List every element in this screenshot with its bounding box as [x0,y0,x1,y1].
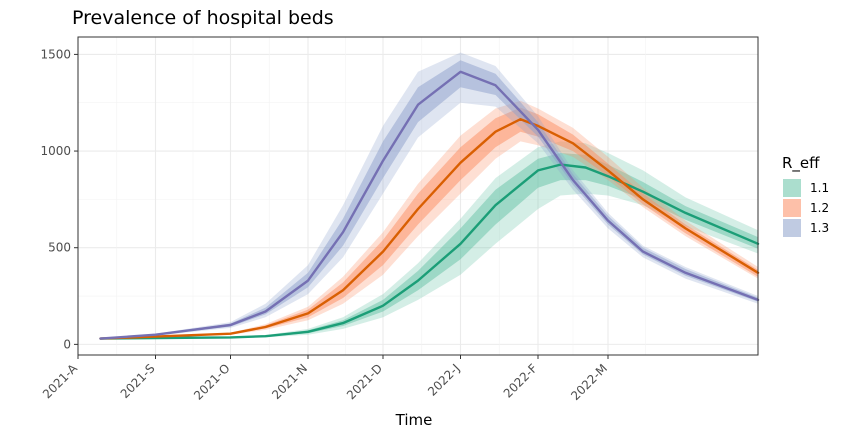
legend-label-1.1: 1.1 [810,181,829,195]
series-line-1.3 [99,70,760,340]
series-lines [99,70,760,340]
y-tick-label: 1000 [40,144,71,158]
band-outer-1.1 [100,141,758,339]
legend-key-1.3 [783,219,801,237]
y-tick-label: 500 [48,241,71,255]
legend-key-1.2 [783,199,801,217]
x-axis: 2021-A 2021-S 2021-O 2021-N 2021-D 2022-J 2022… [40,355,610,403]
x-tick-label: 2021-S [118,361,158,401]
x-tick-label: 2022-J [425,361,463,399]
plot-border [77,36,759,356]
chart-title: Prevalence of hospital beds [72,7,334,29]
y-tick-label: 1500 [40,47,71,61]
series-line-1.2 [99,117,760,340]
x-tick-label: 2022-F [501,361,541,401]
x-axis-title: Time [395,411,433,429]
legend: R_eff 1.1 1.2 1.3 [782,154,829,237]
legend-label-1.3: 1.3 [810,221,829,235]
x-tick-label: 2021-N [269,361,310,402]
legend-label-1.2: 1.2 [810,201,829,215]
x-tick-label: 2021-D [344,361,385,402]
x-tick-label: 2021-A [40,361,81,402]
legend-title: R_eff [782,154,820,173]
x-tick-label: 2022-M [568,361,610,403]
band-inner-1.2 [100,107,758,339]
y-axis: 0 500 1000 1500 [40,47,78,351]
x-tick-label: 2021-O [191,361,232,402]
y-tick-label: 0 [63,337,71,351]
legend-key-1.1 [783,179,801,197]
